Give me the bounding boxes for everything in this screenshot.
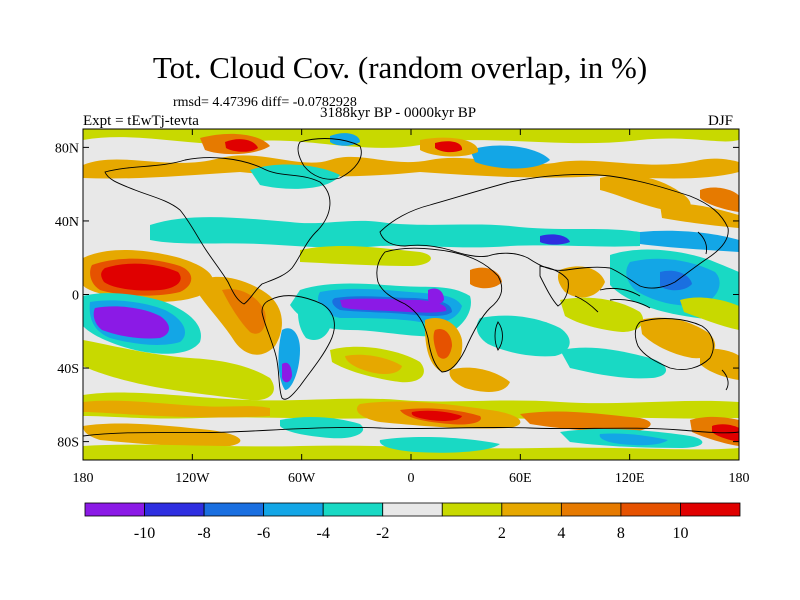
colorbar-swatch (144, 502, 205, 517)
anomaly-blob (470, 145, 550, 169)
europe-asia-coast (379, 173, 729, 289)
anomaly-blob (379, 437, 500, 453)
anomaly-blob (83, 340, 274, 401)
lon-tick-label: 120W (175, 471, 210, 486)
lat-tick-label: 80S (57, 436, 79, 451)
anomaly-blob (150, 217, 640, 248)
longitude-axis: 180 120W 60W 0 60E 120E 180 (73, 129, 750, 486)
anomaly-blob (428, 288, 444, 305)
lon-tick-label: 60W (288, 471, 316, 486)
anomaly-blob (599, 433, 668, 446)
colorbar-swatch (560, 502, 622, 517)
colorbar-swatch (441, 502, 503, 517)
lon-tick-label: 180 (73, 471, 94, 486)
coastlines (83, 138, 739, 437)
anomaly-blob (225, 139, 258, 152)
colorbar: -10 -8 -6 -4 -2 2 4 8 10 (84, 502, 741, 542)
period-label: 3188kyr BP - 0000kyr BP (320, 105, 477, 121)
colorbar-label: -4 (317, 525, 330, 542)
anomaly-blob (660, 203, 739, 228)
anomaly-blob (83, 444, 739, 460)
south-america-coast (261, 295, 335, 400)
colorbar-label: -6 (257, 525, 270, 542)
lat-tick-label: 40N (55, 215, 79, 230)
anomaly-blob (712, 424, 739, 442)
anomaly-blob (700, 187, 739, 212)
lat-tick-label: 0 (72, 289, 79, 304)
colorbar-label: -2 (376, 525, 389, 542)
colorbar-label: 8 (617, 525, 625, 542)
colorbar-label: -10 (134, 525, 155, 542)
anomaly-blob (282, 362, 292, 383)
anomaly-blob (680, 297, 739, 330)
anomaly-blob (300, 246, 431, 266)
lat-tick-label: 80N (55, 141, 79, 156)
anomaly-blob (640, 230, 739, 252)
colorbar-label: 2 (498, 525, 506, 542)
anomaly-blob (560, 347, 667, 379)
anomaly-blob (435, 141, 463, 153)
anomaly-blob (540, 234, 570, 245)
anomaly-blob (449, 367, 510, 392)
experiment-label: Expt = tEwTj-tevta (83, 113, 199, 129)
madagascar-coast (494, 321, 503, 351)
colorbar-label: 10 (672, 525, 688, 542)
india-coast (539, 265, 569, 307)
anomaly-blob (101, 263, 181, 291)
australia-coast (634, 318, 714, 370)
indonesia-coast (574, 287, 651, 313)
lon-tick-label: 60E (509, 471, 532, 486)
colorbar-label: 4 (557, 525, 565, 542)
anomaly-blob (411, 410, 462, 421)
latitude-axis: 80N 40N 0 40S 80S (55, 141, 739, 451)
season-label: DJF (708, 113, 734, 129)
lat-tick-label: 40S (57, 362, 79, 377)
anomaly-blob (345, 354, 402, 374)
colorbar-swatch (322, 502, 384, 517)
anomaly-blob (340, 298, 447, 313)
anomaly-blob (640, 317, 716, 359)
anomaly-blob (298, 299, 332, 340)
colorbar-swatch (84, 502, 145, 517)
map-title: Tot. Cloud Cov. (random overlap, in %) (152, 50, 648, 85)
colorbar-swatch (203, 502, 265, 517)
colorbar-label: -8 (197, 525, 210, 542)
anomaly-blob (83, 129, 739, 148)
anomaly-blob (250, 164, 340, 189)
colorbar-swatch (382, 502, 443, 517)
anomaly-blob (700, 348, 739, 380)
north-america-coast (104, 157, 331, 305)
anomaly-blob (83, 423, 241, 447)
anomaly-blob (433, 328, 452, 359)
colorbar-swatch (501, 502, 562, 517)
rmsd-diff-stats: rmsd= 4.47396 diff= -0.0782928 (173, 95, 357, 110)
colorbar-swatch (680, 502, 741, 517)
anomaly-blob (557, 266, 605, 298)
greenland-coast (297, 138, 362, 180)
anomaly-blob (560, 297, 644, 332)
lon-tick-label: 0 (408, 471, 415, 486)
colorbar-swatch (263, 502, 324, 517)
antarctica-coast (83, 426, 739, 437)
colorbar-swatch (620, 502, 681, 517)
japan-coast (697, 231, 708, 255)
anomaly-blob (93, 306, 169, 339)
lon-tick-label: 180 (729, 471, 750, 486)
anomaly-blob (600, 174, 691, 212)
new-zealand-coast (721, 369, 729, 391)
africa-coast (376, 247, 503, 373)
anomaly-blob (520, 411, 651, 432)
lon-tick-label: 120E (615, 471, 645, 486)
anomaly-blob (222, 289, 266, 334)
anomaly-blob (470, 267, 502, 289)
anomaly-blob (83, 400, 270, 418)
cloud-anomaly-field (83, 129, 739, 460)
anomaly-blob (83, 155, 739, 179)
